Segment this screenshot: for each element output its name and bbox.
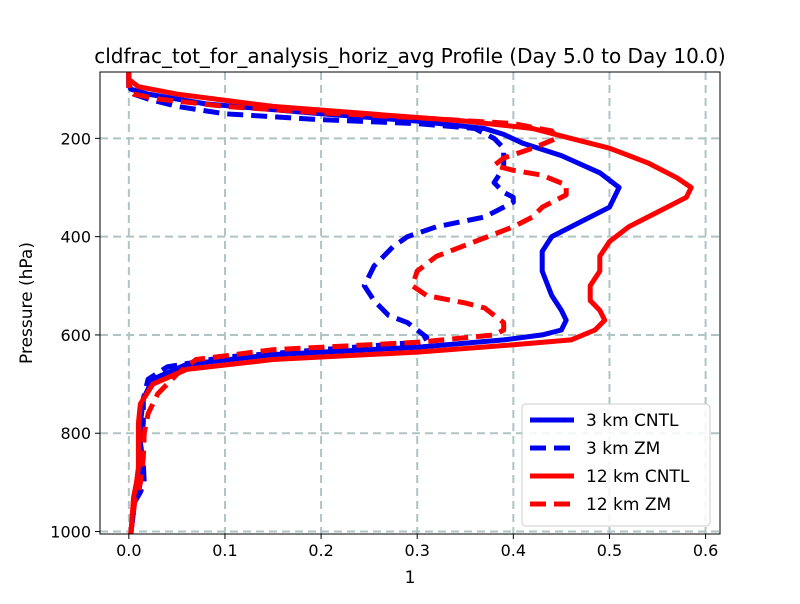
series-line-12-km-cntl — [126, 72, 694, 534]
x-axis-label: 1 — [405, 568, 416, 588]
x-tick-label: 0.4 — [501, 541, 526, 560]
legend-label: 12 km CNTL — [586, 467, 690, 487]
legend-box — [521, 403, 711, 527]
y-axis: 200 400 600 800 1000 — [50, 129, 100, 542]
legend: 3 km CNTL 3 km ZM 12 km CNTL 12 km ZM — [521, 403, 711, 527]
x-tick-label: 0.1 — [212, 541, 237, 560]
series-layer — [126, 72, 694, 534]
plot-frame — [99, 71, 721, 535]
x-tick-label: 0.5 — [597, 541, 622, 560]
y-axis-label: Pressure (hPa) — [17, 242, 37, 364]
y-tick-label: 600 — [60, 326, 91, 345]
x-tick-label: 0.3 — [404, 541, 429, 560]
x-tick-label: 0.2 — [308, 541, 333, 560]
x-axis: 0.0 0.1 0.2 0.3 0.4 0.5 0.6 — [116, 534, 718, 560]
chart-title: cldfrac_tot_for_analysis_horiz_avg Profi… — [94, 44, 725, 68]
x-tick-label: 0.0 — [116, 541, 141, 560]
x-tick-label: 0.6 — [693, 541, 718, 560]
legend-label: 3 km ZM — [586, 439, 660, 459]
y-tick-label: 800 — [60, 424, 91, 443]
y-tick-label: 1000 — [50, 523, 91, 542]
series-line-3-km-zm — [126, 72, 516, 534]
y-tick-label: 200 — [60, 129, 91, 148]
y-tick-label: 400 — [60, 228, 91, 247]
legend-label: 12 km ZM — [586, 495, 671, 515]
legend-label: 3 km CNTL — [586, 411, 679, 431]
series-line-12-km-zm — [126, 72, 569, 534]
